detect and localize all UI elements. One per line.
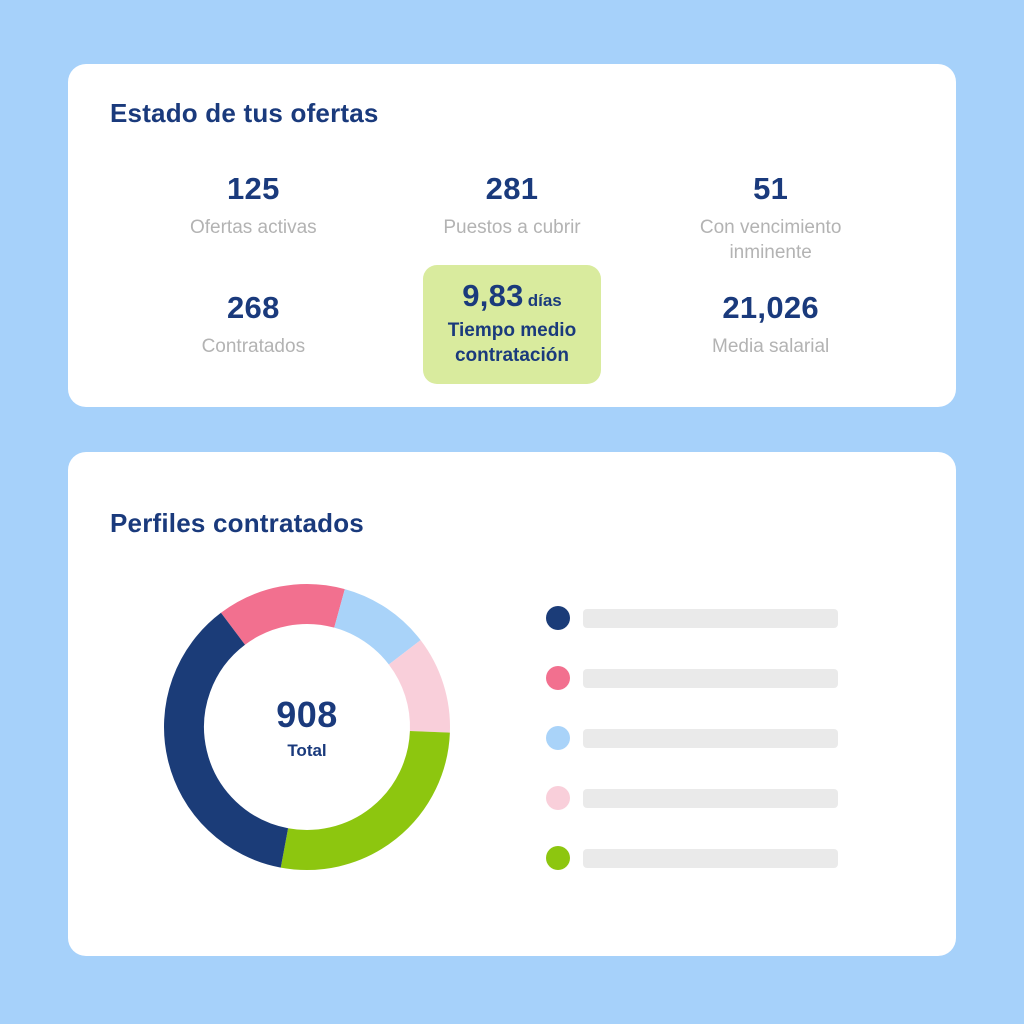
stats-row-1: 125 Ofertas activas 281 Puestos a cubrir… <box>68 171 956 265</box>
legend-item-pink[interactable] <box>546 666 838 690</box>
legend-dot-pink <box>546 666 570 690</box>
stat-puestos-a-cubrir: 281 Puestos a cubrir <box>383 171 642 240</box>
legend-dot-light-blue <box>546 726 570 750</box>
legend-dot-pale-pink <box>546 786 570 810</box>
donut-segment-pink[interactable] <box>220 584 345 646</box>
stat-value: 21,026 <box>722 290 819 325</box>
stat-value: 125 <box>227 171 280 206</box>
stat-media-salarial: 21,026 Media salarial <box>641 290 900 359</box>
stat-tiempo-medio-contratacion: 9,83 días Tiempo medio contratación <box>383 265 642 384</box>
profiles-card: Perfiles contratados 908 Total <box>68 452 956 956</box>
legend-label-placeholder <box>583 668 838 688</box>
legend-item-green[interactable] <box>546 846 838 870</box>
donut-segment-light-blue[interactable] <box>333 589 421 665</box>
status-card-title: Estado de tus ofertas <box>110 98 379 128</box>
stat-unit: días <box>527 291 562 310</box>
profiles-card-title: Perfiles contratados <box>110 508 364 538</box>
stat-ofertas-activas: 125 Ofertas activas <box>124 171 383 240</box>
donut-segment-green[interactable] <box>280 730 450 870</box>
legend-item-navy[interactable] <box>546 606 838 630</box>
stat-value-line: 9,83 días <box>441 278 583 314</box>
chart-legend <box>546 606 838 870</box>
donut-chart-svg <box>164 584 450 870</box>
stat-label: Puestos a cubrir <box>443 217 581 238</box>
legend-item-light-blue[interactable] <box>546 726 838 750</box>
donut-segment-navy[interactable] <box>164 612 289 868</box>
legend-dot-green <box>546 846 570 870</box>
stat-label: Media salarial <box>712 336 830 357</box>
stat-value: 268 <box>227 290 280 325</box>
legend-label-placeholder <box>583 608 838 628</box>
stat-vencimiento-inminente: 51 Con vencimiento inminente <box>641 171 900 265</box>
stats-row-2: 268 Contratados 9,83 días Tiempo medio co… <box>68 265 956 384</box>
stat-label: Contratados <box>201 336 306 357</box>
stat-value: 9,83 <box>462 278 524 313</box>
donut-chart: 908 Total <box>157 577 457 877</box>
stat-label: Con vencimiento inminente <box>699 217 842 263</box>
donut-segment-pale-pink[interactable] <box>388 640 450 733</box>
legend-label-placeholder <box>583 788 838 808</box>
stat-label: Tiempo medio contratación <box>447 320 577 366</box>
stat-contratados: 268 Contratados <box>124 290 383 359</box>
highlight-box: 9,83 días Tiempo medio contratación <box>422 265 601 384</box>
status-card: Estado de tus ofertas 125 Ofertas activa… <box>68 64 956 407</box>
legend-item-pale-pink[interactable] <box>546 786 838 810</box>
stat-value: 51 <box>753 171 789 206</box>
legend-label-placeholder <box>583 848 838 868</box>
stat-value: 281 <box>485 171 539 206</box>
legend-dot-navy <box>546 606 570 630</box>
legend-label-placeholder <box>583 728 838 748</box>
stat-label: Ofertas activas <box>189 217 317 238</box>
